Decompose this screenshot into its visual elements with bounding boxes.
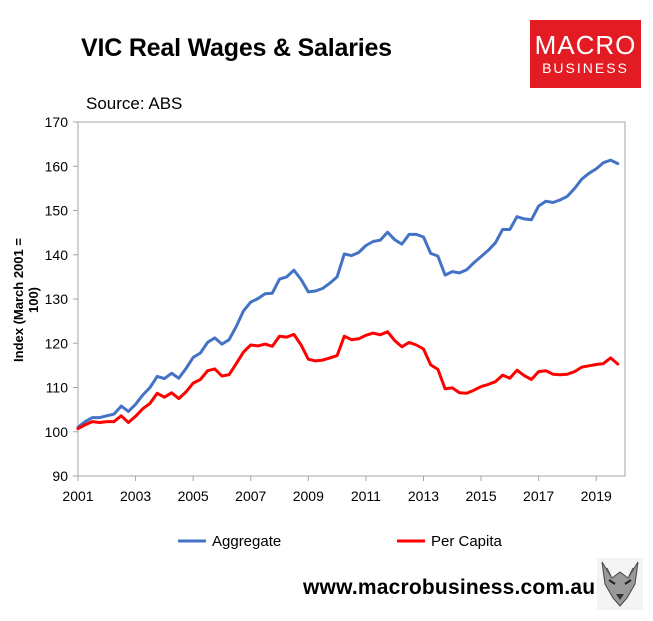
y-tick-label: 90	[52, 468, 68, 484]
x-tick-label: 2017	[523, 488, 554, 504]
legend-label-per-capita: Per Capita	[431, 533, 503, 550]
legend-label-aggregate: Aggregate	[212, 533, 281, 550]
y-tick-label: 120	[45, 335, 69, 351]
y-tick-label: 110	[46, 380, 69, 396]
x-tick-label: 2003	[120, 488, 151, 504]
legend: Aggregate Per Capita	[178, 533, 503, 550]
x-tick-label: 2005	[178, 488, 209, 504]
x-tick-label: 2007	[235, 488, 266, 504]
y-tick-label: 170	[45, 114, 69, 130]
y-tick-label: 150	[45, 203, 69, 219]
x-tick-label: 2011	[351, 488, 381, 504]
x-tick-label: 2013	[408, 488, 439, 504]
y-tick-label: 130	[45, 291, 69, 307]
y-tick-label: 140	[45, 247, 69, 263]
x-tick-label: 2015	[465, 488, 496, 504]
chart-subtitle: Source: ABS	[86, 94, 183, 113]
x-tick-label: 2001	[62, 488, 93, 504]
x-tick-label: 2009	[293, 488, 324, 504]
macrobusiness-logo[interactable]: MACRO BUSINESS	[530, 20, 641, 88]
x-tick-labels: 2001 2003 2005 2007 2009 2011 2013 2015 2017 2019	[62, 488, 612, 504]
logo-line-2: BUSINESS	[542, 60, 629, 76]
series-lines	[76, 158, 620, 431]
y-tick-label: 100	[45, 424, 69, 440]
logo-line-1: MACRO	[534, 30, 637, 60]
chart-title: VIC Real Wages & Salaries	[81, 34, 392, 62]
fox-mascot-icon	[597, 558, 643, 610]
y-tick-label: 160	[45, 158, 69, 174]
series-line-per-capita	[76, 330, 620, 431]
chart-axes	[73, 121, 626, 481]
plot-area-border	[77, 121, 626, 477]
x-tick-label: 2019	[581, 488, 612, 504]
footer-url[interactable]: www.macrobusiness.com.au	[303, 576, 596, 599]
series-line-aggregate	[76, 158, 620, 429]
y-tick-labels: 90 100 110 120 130 140 150 160 170	[45, 114, 69, 484]
